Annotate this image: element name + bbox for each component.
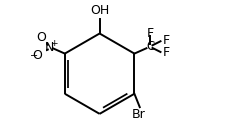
Text: C: C: [146, 40, 154, 53]
Text: O: O: [32, 49, 42, 62]
Text: F: F: [162, 34, 170, 47]
Text: O: O: [36, 31, 46, 44]
Text: −: −: [29, 51, 38, 61]
Text: +: +: [50, 39, 58, 48]
Text: N: N: [45, 41, 54, 54]
Text: Br: Br: [131, 108, 145, 121]
Text: OH: OH: [90, 4, 109, 17]
Text: F: F: [162, 46, 170, 59]
Text: F: F: [146, 27, 153, 40]
